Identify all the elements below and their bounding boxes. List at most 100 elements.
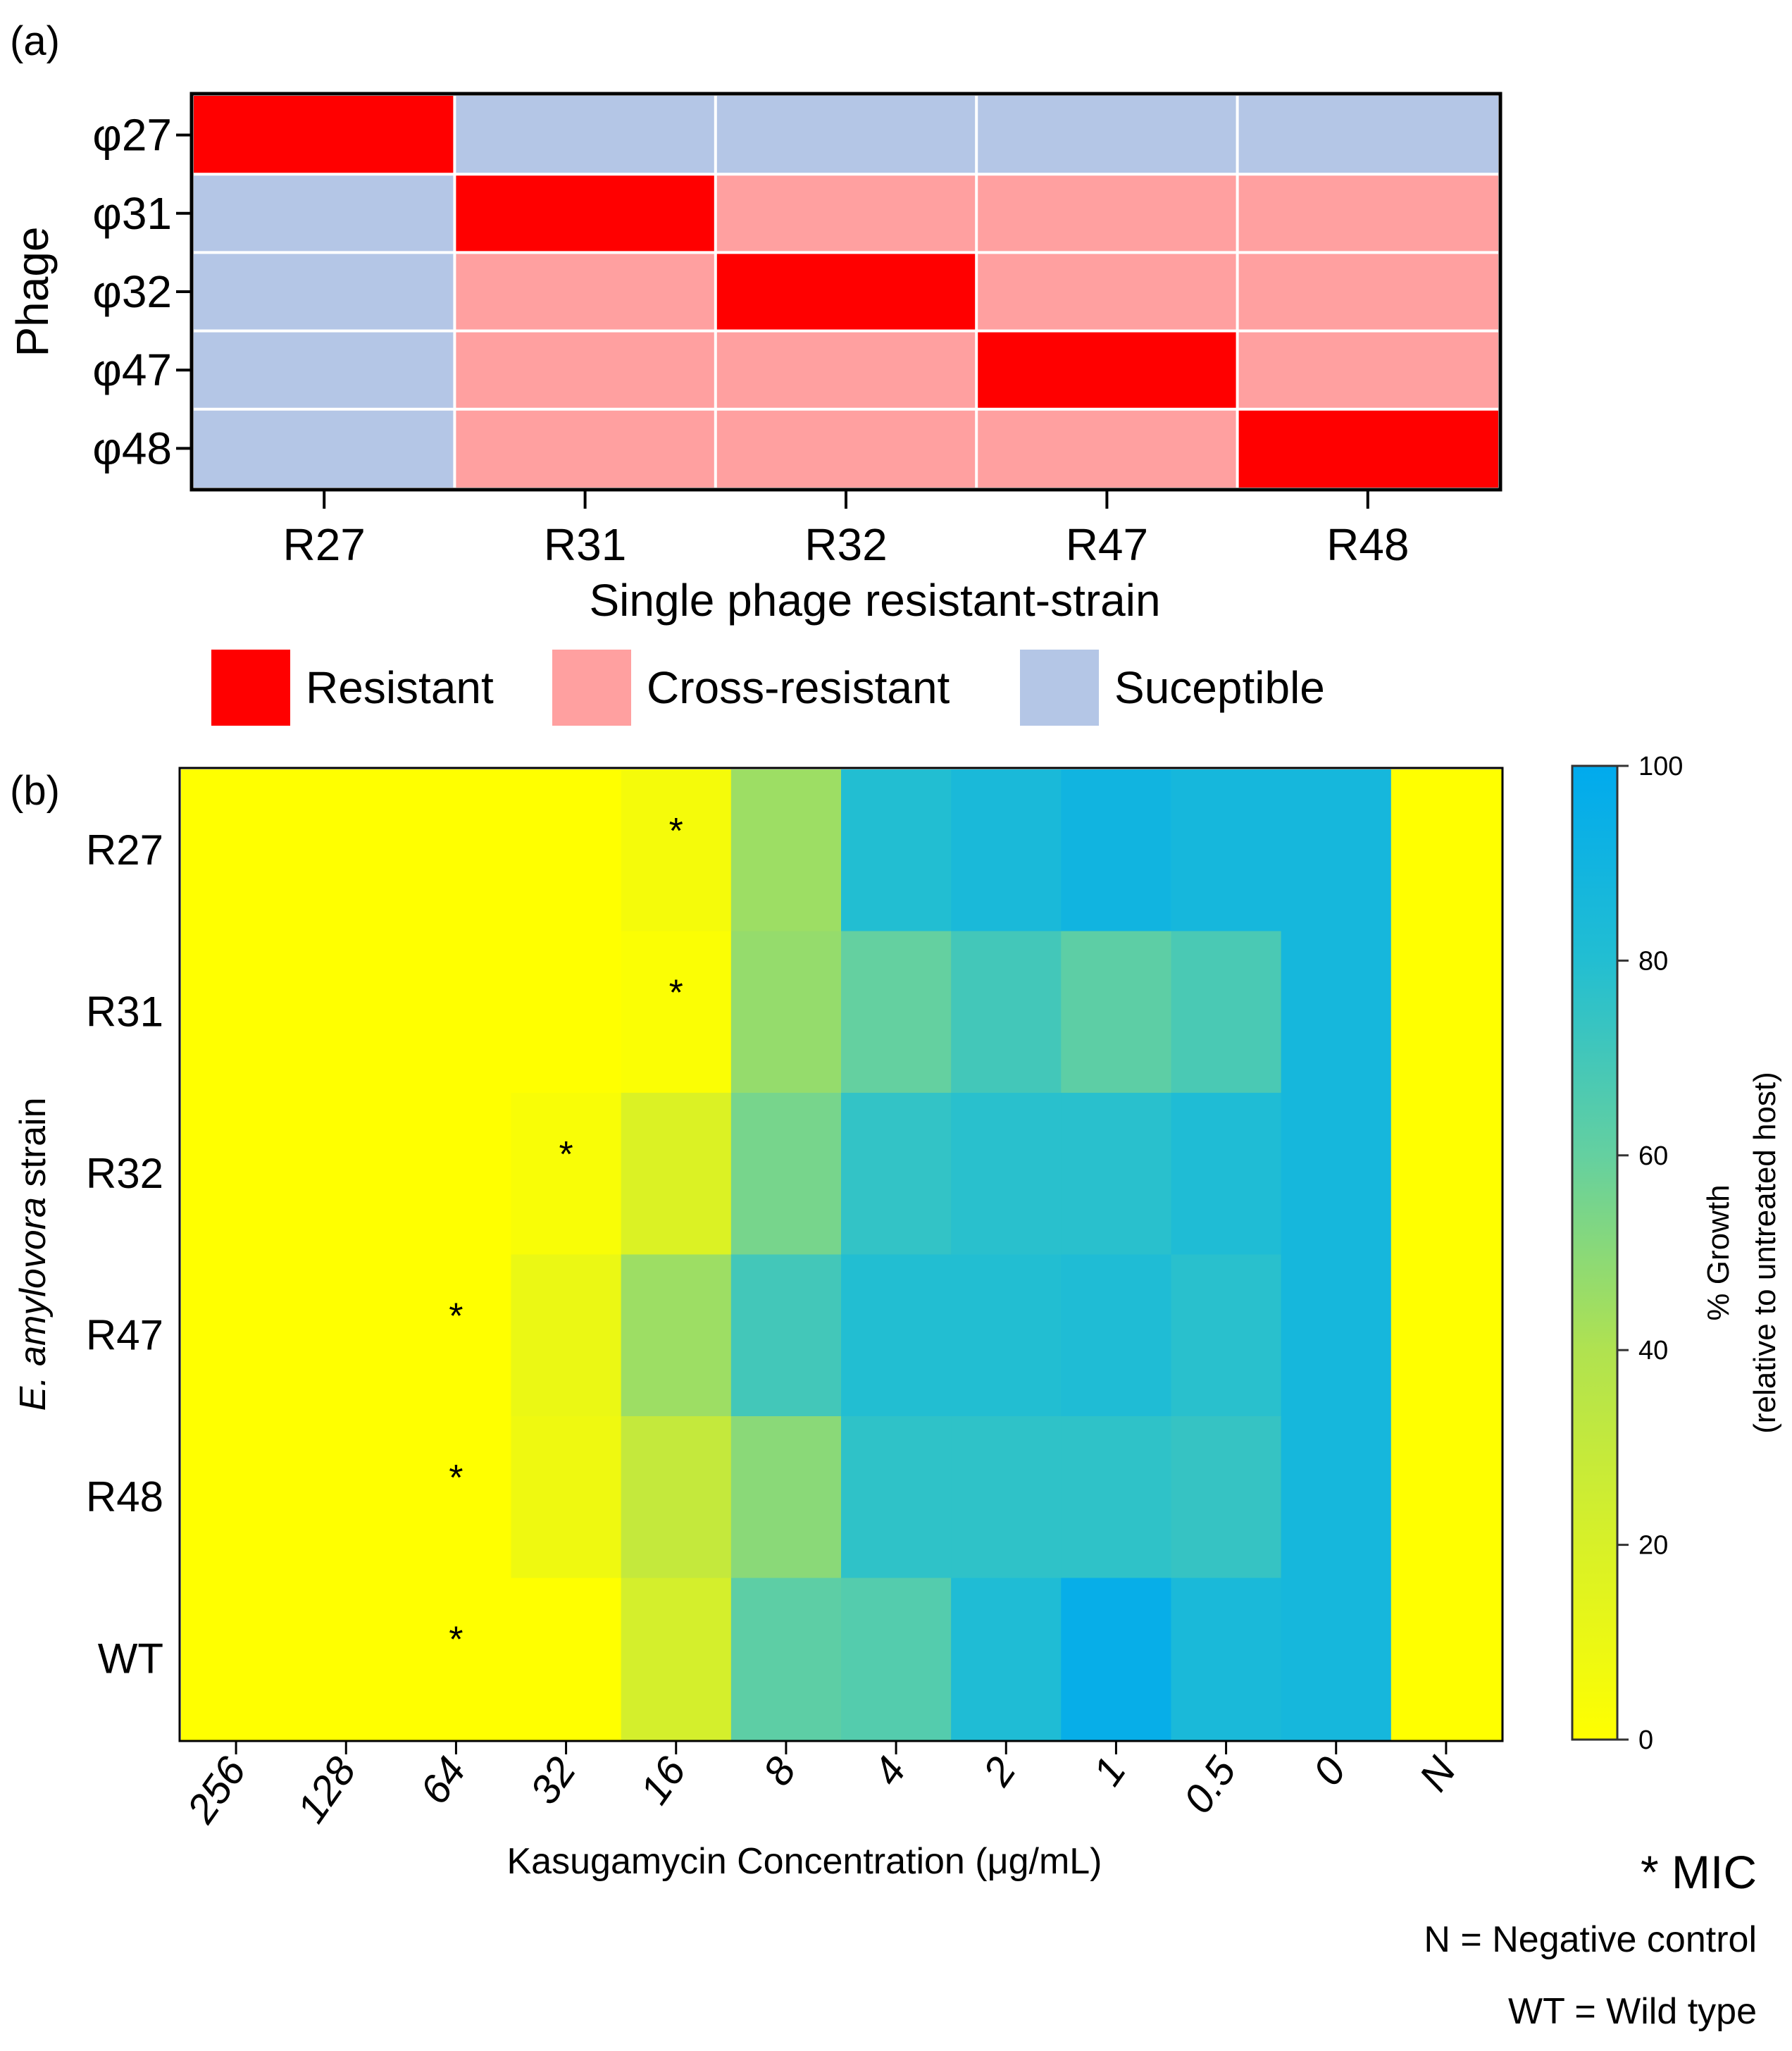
panel-b-cell xyxy=(1390,1254,1502,1417)
panel-b-x-tick-label: N xyxy=(1410,1749,1464,1799)
panel-b-cell xyxy=(1281,1093,1392,1256)
panel-b-cell xyxy=(511,769,622,932)
panel-b-cell xyxy=(1171,1254,1282,1417)
panel-b-cell xyxy=(1171,769,1282,932)
panel-a-y-tick-label: φ27 xyxy=(92,110,172,161)
panel-b-cell xyxy=(841,1254,952,1417)
panel-b-cell xyxy=(1061,1093,1172,1256)
panel-b-cell xyxy=(1390,1578,1502,1740)
panel-b-y-tick-label: R31 xyxy=(86,988,163,1035)
panel-a-y-tick-label: φ32 xyxy=(92,266,172,317)
panel-b-cell xyxy=(511,1093,622,1256)
panel-a-cell xyxy=(194,330,455,409)
panel-a-x-tick-label: R32 xyxy=(804,519,887,570)
panel-b-cell xyxy=(730,1254,842,1417)
panel-a-y-tick-label: φ47 xyxy=(92,345,172,395)
panel-b-label: (b) xyxy=(10,768,60,814)
panel-b-x-tick-label: 32 xyxy=(521,1749,585,1812)
panel-a-cell xyxy=(1237,252,1498,331)
panel-b-cell xyxy=(951,1416,1062,1579)
panel-b-y-tick-label: R48 xyxy=(86,1473,163,1520)
panel-b-cell xyxy=(291,931,402,1093)
panel-b-x-tick-label: 1 xyxy=(1084,1749,1135,1794)
panel-a-cell xyxy=(976,330,1238,409)
panel-b-x-ticks: 256 128 64 32 16 8 4 2 1 0.5 0 N xyxy=(178,1741,1465,1832)
panel-a-x-tick-label: R48 xyxy=(1326,519,1409,570)
panel-b-cell xyxy=(181,931,292,1093)
mic-star: * xyxy=(449,1458,463,1499)
colorbar xyxy=(1571,764,1619,1741)
colorbar-ticks: 0 20 40 60 80 100 xyxy=(1617,752,1683,1755)
panel-a-cell xyxy=(976,252,1238,331)
panel-b-cell xyxy=(951,769,1062,932)
panel-b-cell xyxy=(1281,1254,1392,1417)
panel-b-cell xyxy=(1281,931,1392,1093)
panel-b-cell xyxy=(841,769,952,932)
panel-a-cell xyxy=(194,409,455,488)
panel-b-y-tick-label: R47 xyxy=(86,1311,163,1358)
panel-b-cell xyxy=(1390,769,1502,932)
panel-b-cell xyxy=(181,769,292,932)
panel-b-cell xyxy=(1061,931,1172,1093)
panel-a-legend: Resistant Cross-resistant Suceptible xyxy=(211,650,1325,726)
panel-b-cell xyxy=(841,931,952,1093)
colorbar-tick-label: 60 xyxy=(1638,1141,1668,1171)
mic-star: * xyxy=(669,811,683,852)
panel-b-y-tick-label: R27 xyxy=(86,826,163,874)
panel-b-cell xyxy=(181,1093,292,1256)
panel-b-x-axis-title: Kasugamycin Concentration (μg/mL) xyxy=(507,1841,1102,1882)
negative-control-note: N = Negative control xyxy=(1424,1919,1757,1960)
panel-a-cell xyxy=(715,330,977,409)
panel-a-cell xyxy=(715,252,977,331)
panel-a-cells xyxy=(194,96,1498,488)
panel-a-cell xyxy=(454,252,716,331)
panel-b-x-tick-label: 128 xyxy=(288,1749,365,1831)
colorbar-tick-label: 80 xyxy=(1638,946,1668,976)
mic-star: * xyxy=(449,1619,463,1660)
panel-b-cell xyxy=(1061,769,1172,932)
panel-b-y-tick-label: R32 xyxy=(86,1150,163,1197)
colorbar-tick-label: 40 xyxy=(1638,1336,1668,1365)
panel-b-cell xyxy=(1281,1578,1392,1740)
panel-a-cell xyxy=(715,174,977,253)
panel-b-cell xyxy=(291,1093,402,1256)
panel-b-cell xyxy=(511,1254,622,1417)
panel-b-cell xyxy=(511,1416,622,1579)
panel-b-cell xyxy=(621,1578,732,1740)
panel-a-x-axis-title: Single phage resistant-strain xyxy=(589,575,1160,626)
panel-b-mic-markers: * * * * * * xyxy=(449,811,683,1661)
panel-a-cell xyxy=(454,174,716,253)
wild-type-note: WT = Wild type xyxy=(1508,1991,1757,2032)
colorbar-title-line2: (relative to untreated host) xyxy=(1748,1072,1782,1434)
panel-b-cell xyxy=(621,931,732,1093)
panel-b-cell xyxy=(401,1416,512,1579)
panel-a-x-tick-label: R47 xyxy=(1066,519,1148,570)
panel-b-cell xyxy=(401,1254,512,1417)
panel-b-cell xyxy=(181,1578,292,1740)
panel-b-frame xyxy=(178,767,1504,1742)
panel-a-y-tick-label: φ31 xyxy=(92,188,172,239)
panel-b-y-axis-title-rest: strain xyxy=(13,1097,54,1197)
mic-star: * xyxy=(449,1296,463,1337)
panel-b-cell xyxy=(1171,931,1282,1093)
panel-b-y-axis-title: E. amylovora strain xyxy=(13,1097,54,1411)
panel-b-cell xyxy=(951,1578,1062,1740)
panel-a: (a) φ27 φ31 φ32 φ47 φ48 R27 R31 R32 R47 R48 Phag… xyxy=(7,18,1502,726)
panel-a-y-axis-title: Phage xyxy=(7,226,58,357)
panel-b-cell xyxy=(1061,1416,1172,1579)
panel-b-cell xyxy=(730,931,842,1093)
panel-b-cell xyxy=(841,1578,952,1740)
panel-b-cell xyxy=(401,1578,512,1740)
colorbar-title-line1: % Growth xyxy=(1701,1184,1736,1320)
panel-b-cell xyxy=(621,1254,732,1417)
panel-b-cell xyxy=(1171,1093,1282,1256)
panel-b-y-tick-label: WT xyxy=(98,1635,163,1682)
panel-a-x-tick-label: R27 xyxy=(282,519,365,570)
panel-a-y-tick-label: φ48 xyxy=(92,423,172,473)
panel-b-cell xyxy=(621,769,732,932)
panel-b-x-tick-label: 0 xyxy=(1305,1749,1355,1794)
panel-b-cell xyxy=(291,1578,402,1740)
panel-a-cell xyxy=(976,409,1238,488)
